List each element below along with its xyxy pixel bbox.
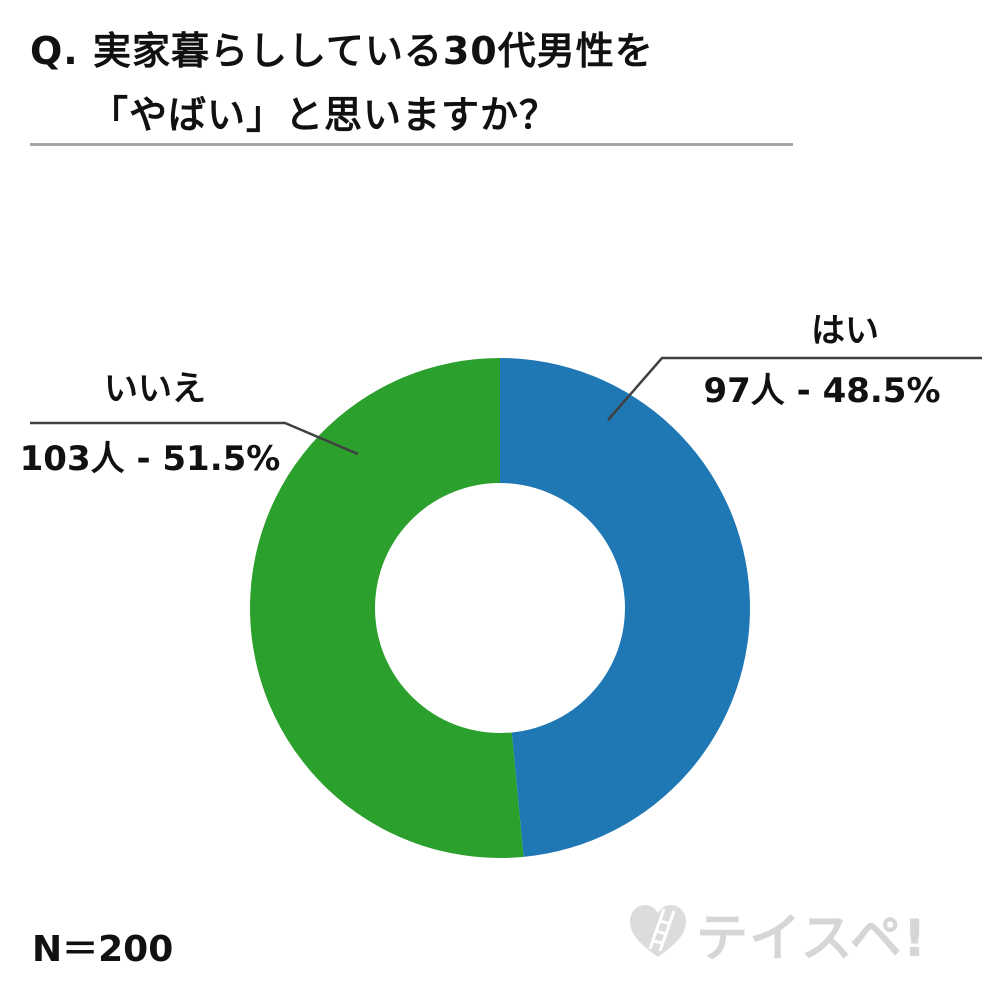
slice-label-no: いいえ	[104, 369, 206, 409]
slice-label-yes: はい	[811, 311, 879, 351]
leader-line-yes	[607, 356, 982, 421]
chart-title-line-2: 「やばい」と思いますか？	[90, 93, 559, 137]
slice-yes	[500, 358, 751, 857]
sample-size-label: N＝200	[32, 929, 174, 970]
watermark-text: テイスペ!	[696, 909, 928, 969]
chart-title-line-1: Q. 実家暮らししている30代男性を	[30, 29, 654, 73]
slices-layer	[250, 358, 751, 858]
slice-value-no: 103人 - 51.5%	[20, 439, 281, 479]
title-divider	[30, 143, 793, 146]
watermark: テイスペ!	[628, 896, 928, 971]
slice-value-yes: 97人 - 48.5%	[703, 371, 940, 411]
heart-ladder-icon	[628, 903, 688, 965]
slice-no	[250, 358, 524, 858]
leader-line-no	[30, 421, 359, 456]
